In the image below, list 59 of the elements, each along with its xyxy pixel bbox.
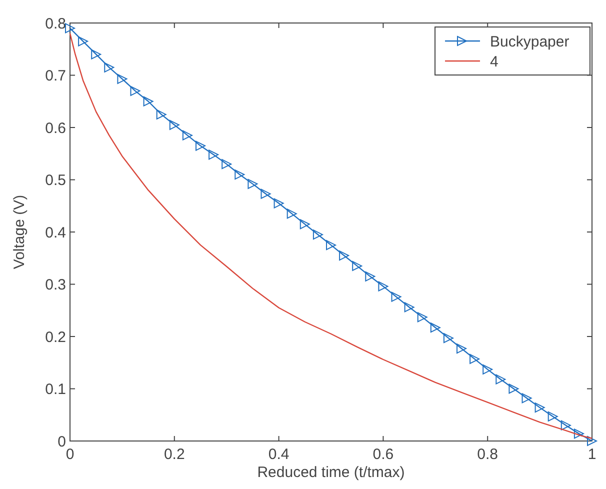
point: [574, 428, 584, 439]
point: [169, 120, 180, 130]
point: [130, 86, 140, 96]
point: [352, 260, 362, 271]
x-tick-label: 0.2: [164, 446, 185, 463]
y-tick-label: 0.7: [45, 68, 66, 84]
point: [196, 140, 206, 151]
point: [587, 436, 597, 446]
point: [91, 49, 102, 60]
x-axis-title: Reduced time (t/tmax): [257, 464, 405, 481]
point: [78, 36, 88, 46]
point: [260, 188, 271, 199]
x-tick-label: 0.4: [268, 446, 290, 463]
point: [286, 208, 297, 219]
point: [326, 240, 336, 250]
point: [234, 170, 245, 180]
point: [222, 159, 232, 170]
point: [208, 150, 219, 160]
point: [143, 96, 154, 106]
x-tick-label: 1: [588, 446, 596, 463]
point: [417, 312, 428, 322]
point: [378, 281, 388, 292]
point: [443, 333, 454, 344]
point: [482, 364, 493, 374]
legend-label: Buckypaper: [490, 33, 570, 50]
point: [470, 354, 480, 364]
y-tick-label: 0.4: [45, 224, 66, 242]
y-tick-label: 0.5: [45, 172, 66, 189]
point: [117, 74, 128, 84]
point: [430, 322, 440, 333]
legend-label: 4: [490, 53, 498, 70]
point: [312, 230, 323, 240]
point: [104, 62, 114, 72]
point: [182, 130, 192, 140]
point: [548, 411, 558, 422]
y-tick-label: 0.2: [45, 328, 66, 346]
point: [274, 198, 284, 208]
point: [365, 271, 376, 282]
point: [404, 302, 414, 312]
point: [248, 178, 258, 189]
y-tick-label: 0.3: [45, 276, 66, 294]
x-tick-label: 0.8: [477, 446, 498, 463]
x-tick-label: 0.6: [372, 446, 394, 463]
point: [65, 23, 75, 34]
point: [496, 374, 506, 384]
y-tick-label: 0.6: [45, 120, 66, 137]
y-tick-label: 0: [58, 433, 66, 450]
point: [560, 420, 571, 430]
point: [339, 250, 350, 261]
point: [522, 393, 532, 404]
y-tick-label: 0.8: [45, 15, 66, 32]
point: [300, 219, 310, 230]
y-tick-label: 0.1: [45, 381, 66, 398]
point: [456, 344, 466, 354]
point: [156, 109, 166, 120]
y-axis-title: Voltage (V): [11, 194, 28, 270]
point: [508, 384, 519, 394]
point: [534, 402, 545, 413]
point: [391, 292, 402, 302]
